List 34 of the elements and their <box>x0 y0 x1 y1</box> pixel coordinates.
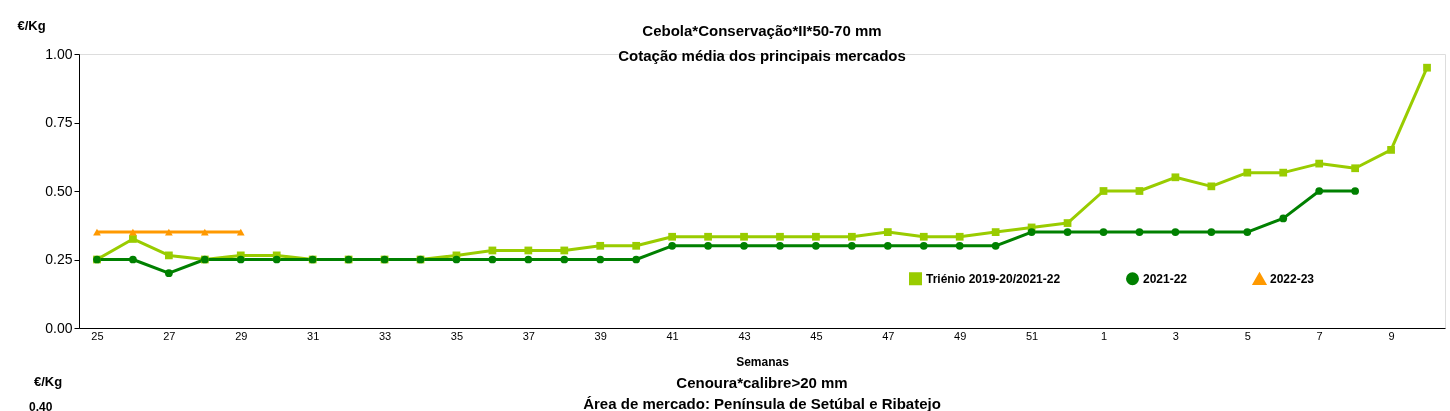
x-tick-label: 49 <box>954 329 967 342</box>
x-tick-label: 5 <box>1244 329 1251 342</box>
legend-label: 2021-22 <box>1143 271 1188 286</box>
x-tick-label: 39 <box>594 329 607 342</box>
chart-title: Cebola*Conservação*II*50-70 mm <box>642 22 882 39</box>
y-axis-title: €/Kg <box>17 17 46 33</box>
x-axis-title: Semanas <box>736 354 790 369</box>
x-tick-label: 51 <box>1025 329 1039 342</box>
y-tick-label: 0.75 <box>45 114 73 130</box>
x-tick-label: 1 <box>1100 329 1108 342</box>
chart-subtitle: Cotação média dos principais mercados <box>618 47 906 64</box>
x-tick-label: 33 <box>378 329 392 342</box>
x-tick-label: 47 <box>882 329 895 342</box>
x-tick-label: 43 <box>738 329 751 342</box>
y-tick-label: 1.00 <box>45 45 73 62</box>
x-tick-label: 7 <box>1316 329 1323 342</box>
legend-label: Triénio 2019-20/2021-22 <box>926 271 1061 286</box>
y-tick-label: 0.25 <box>45 251 73 267</box>
text: €/Kg <box>34 374 63 389</box>
x-tick-label: 45 <box>810 329 823 342</box>
x-tick-label: 9 <box>1388 329 1395 342</box>
text: 0.40 <box>29 400 53 411</box>
x-tick-label: 25 <box>91 329 104 342</box>
legend-label: 2022-23 <box>1270 272 1315 287</box>
y-tick-label: 0.00 <box>45 319 73 336</box>
x-tick-label: 35 <box>450 329 464 342</box>
text: Cenoura*calibre>20 mm <box>676 374 848 391</box>
x-tick-label: 31 <box>307 329 320 342</box>
x-tick-label: 37 <box>522 329 535 342</box>
y-tick-label: 0.50 <box>45 182 73 199</box>
x-tick-label: 29 <box>235 329 248 342</box>
x-tick-label: 27 <box>163 329 176 342</box>
x-tick-label: 41 <box>666 329 679 342</box>
x-tick-label: 3 <box>1172 329 1179 342</box>
